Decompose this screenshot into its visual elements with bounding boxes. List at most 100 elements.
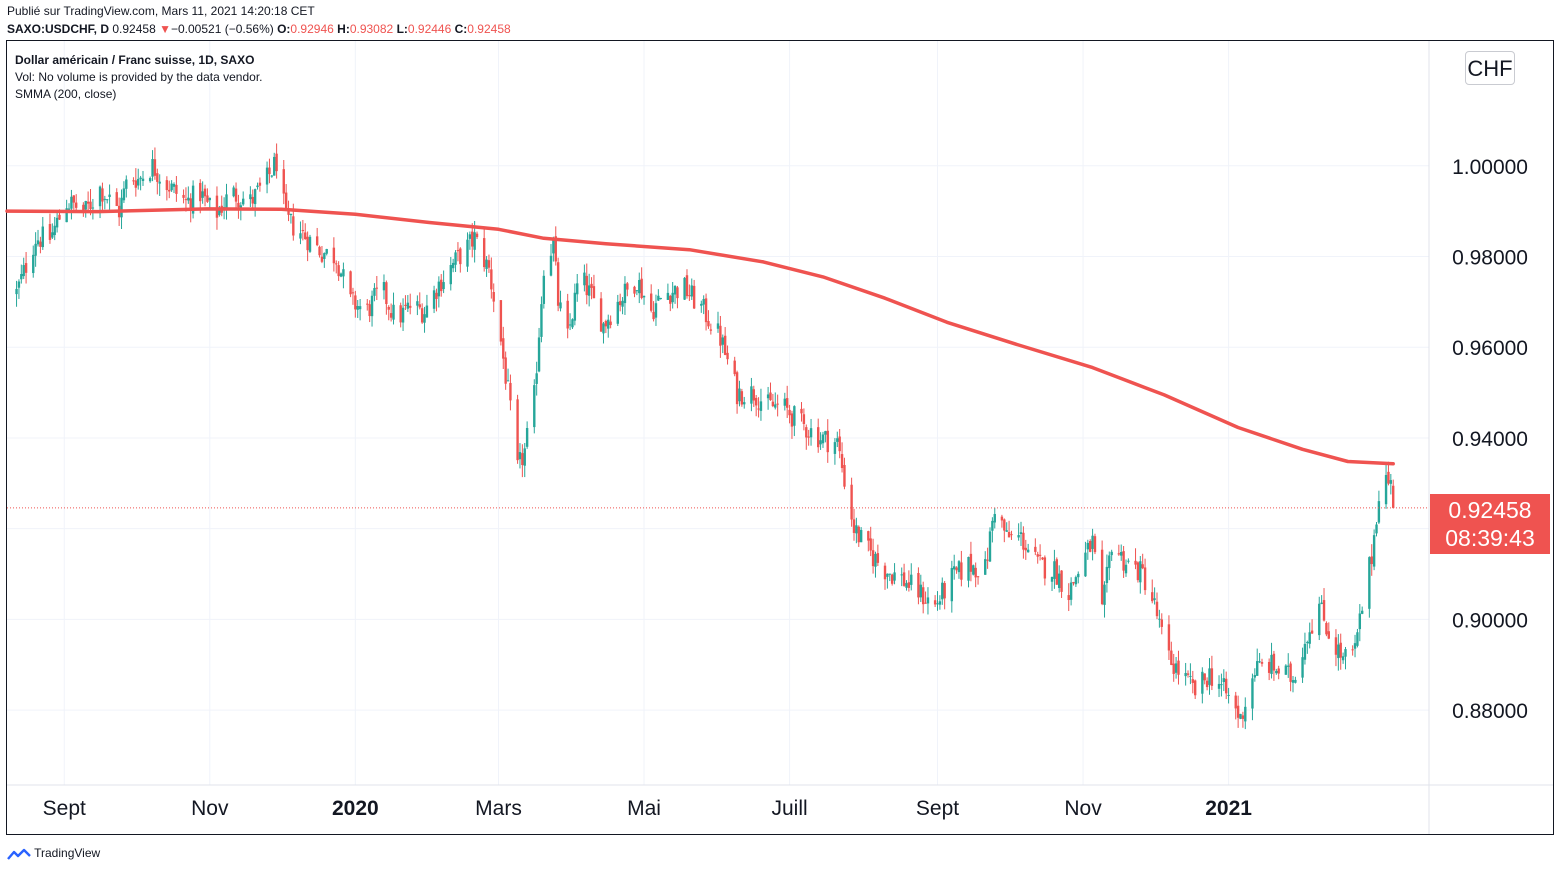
candle-body [523, 448, 526, 466]
footer-brand[interactable]: TradingView [7, 846, 100, 861]
candle-body [1108, 555, 1111, 569]
candle-body [215, 195, 219, 218]
candle-body [833, 442, 837, 454]
low-label: L: [396, 22, 408, 36]
candle-body [953, 566, 956, 570]
candle-body [950, 567, 954, 602]
candle-body [318, 246, 321, 256]
candle-body [67, 208, 71, 210]
candle-body [1392, 485, 1395, 508]
candle-body [771, 401, 775, 407]
candle-body [1353, 643, 1357, 649]
candle-body [373, 288, 376, 296]
candle-body [454, 252, 457, 265]
candle-body [1127, 560, 1130, 562]
x-tick-label: Nov [191, 797, 229, 820]
candle-body [1310, 630, 1314, 634]
candle-body [826, 430, 829, 453]
footer-brand-label: TradingView [34, 846, 101, 860]
candle-body [122, 188, 126, 201]
candle-body [1103, 584, 1106, 605]
candle-body [754, 397, 758, 406]
candle-body [191, 185, 195, 214]
candle-body [1337, 644, 1340, 659]
candle-body [723, 335, 727, 355]
candle-body [89, 201, 92, 209]
x-tick-label: Sept [916, 797, 959, 820]
candle-body [366, 303, 369, 305]
candle-body [187, 197, 190, 201]
candle-body [1057, 573, 1061, 589]
candle-body [385, 282, 388, 305]
candle-body [1038, 554, 1042, 556]
candle-body [967, 556, 970, 581]
candle-body [499, 300, 503, 342]
candle-body [1007, 532, 1011, 538]
candle-body [55, 217, 59, 228]
candle-body [972, 565, 975, 575]
candle-body [793, 406, 796, 426]
candle-body [733, 360, 736, 375]
candle-body [399, 305, 402, 323]
candle-body [1093, 536, 1097, 553]
candle-body [702, 298, 705, 305]
candle-body [843, 464, 846, 487]
candle-body [1208, 668, 1211, 685]
open-value: 0.92946 [290, 22, 334, 36]
candle-body [1134, 560, 1137, 565]
price-tag-countdown: 08:39:43 [1445, 524, 1535, 551]
candle-body [392, 304, 395, 320]
candle-body [1258, 661, 1261, 663]
candle-body [719, 325, 722, 346]
candle-body [253, 189, 257, 205]
candle-body [201, 191, 204, 198]
candle-body [692, 285, 696, 309]
candle-body [335, 263, 338, 265]
candle-body [1160, 619, 1163, 627]
candle-body [540, 304, 543, 337]
candle-body [1301, 657, 1304, 678]
candle-body [473, 232, 476, 250]
candle-body [1375, 524, 1378, 534]
currency-label[interactable]: CHF [1465, 51, 1515, 85]
candle-body [106, 199, 109, 201]
candle-body [1151, 592, 1154, 602]
symbol-label: SAXO:USDCHF, D [7, 22, 110, 36]
candle-body [265, 167, 269, 185]
candle-body [623, 283, 627, 304]
candle-body [1303, 643, 1307, 660]
candle-body [401, 307, 405, 323]
candle-body [1260, 662, 1264, 664]
candle-body [905, 583, 908, 588]
candle-body [685, 275, 689, 297]
candle-body [602, 323, 605, 334]
candle-body [590, 283, 593, 288]
candle-body [502, 338, 505, 359]
candle-body [151, 159, 154, 177]
candle-body [836, 438, 839, 442]
candle-body [1322, 600, 1326, 621]
candle-body [184, 199, 188, 201]
candle-body [817, 427, 820, 448]
candle-body [1026, 549, 1030, 553]
candle-body [48, 223, 52, 240]
legend-indicator[interactable]: SMMA (200, close) [15, 87, 117, 101]
candle-body [282, 169, 285, 194]
candle-body [957, 561, 961, 573]
candle-body [1084, 552, 1087, 577]
candle-body [158, 181, 161, 184]
candle-body [1120, 552, 1123, 556]
candle-body [32, 254, 35, 274]
candle-body [1117, 553, 1121, 555]
candle-body [1189, 675, 1192, 677]
candle-body [750, 386, 753, 404]
candle-body [587, 285, 591, 296]
candle-body [103, 198, 107, 200]
candle-body [855, 525, 858, 534]
candle-body [1308, 632, 1311, 644]
chart-frame[interactable] [6, 40, 1554, 835]
candle-body [788, 409, 791, 416]
candle-body [225, 194, 228, 210]
candle-body [406, 302, 410, 309]
